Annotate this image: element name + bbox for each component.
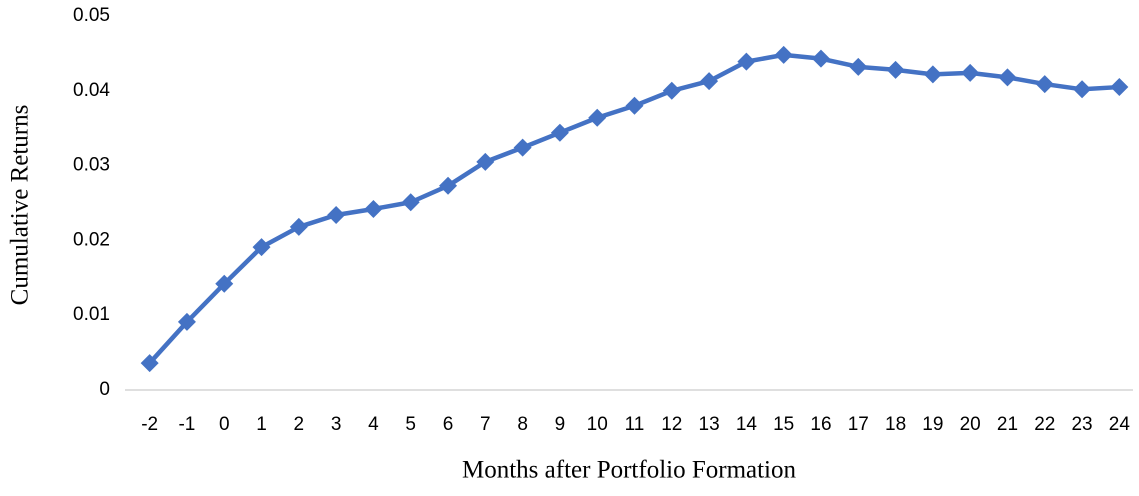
x-tick-label: 2 (294, 414, 305, 435)
y-tick-label: 0.05 (73, 5, 110, 26)
marker (327, 205, 346, 224)
x-tick-label: 18 (885, 414, 906, 435)
x-tick-label: 17 (848, 414, 869, 435)
y-axis-title: Cumulative Returns (7, 105, 34, 306)
x-tick-label: 11 (625, 414, 645, 435)
x-tick-label: 4 (368, 414, 379, 435)
x-tick-label: 3 (331, 414, 342, 435)
marker (700, 72, 719, 91)
y-tick-label: 0.02 (73, 229, 110, 250)
marker (401, 193, 420, 212)
marker (439, 176, 458, 195)
y-tick-label: 0.04 (73, 80, 110, 101)
marker (364, 199, 383, 218)
y-tick-label: 0.01 (73, 304, 110, 325)
marker (849, 57, 868, 76)
marker (252, 238, 271, 257)
x-tick-label: 0 (219, 414, 230, 435)
x-tick-label: 14 (736, 414, 758, 435)
marker (886, 60, 905, 79)
x-tick-label: 6 (443, 414, 454, 435)
x-tick-label: 22 (1034, 414, 1055, 435)
x-tick-label: 24 (1109, 414, 1131, 435)
x-tick-label: 9 (555, 414, 566, 435)
marker (662, 81, 681, 100)
x-tick-label: 20 (960, 414, 981, 435)
x-tick-label: 5 (405, 414, 416, 435)
marker (923, 65, 942, 84)
marker (961, 63, 980, 82)
marker (177, 312, 196, 331)
x-tick-label: 12 (661, 414, 682, 435)
x-tick-label: 23 (1071, 414, 1092, 435)
marker (513, 138, 532, 157)
marker (1110, 78, 1129, 97)
marker (476, 152, 495, 171)
marker (1035, 75, 1054, 94)
y-tick-label: 0 (99, 379, 110, 400)
x-axis-title: Months after Portfolio Formation (462, 457, 796, 484)
marker (588, 108, 607, 127)
marker (998, 68, 1017, 87)
marker (1073, 80, 1092, 99)
x-tick-label: -1 (178, 414, 195, 435)
x-tick-label: 16 (810, 414, 831, 435)
x-tick-label: 8 (517, 414, 528, 435)
marker (737, 52, 756, 71)
marker (625, 96, 644, 115)
x-tick-label: 10 (587, 414, 608, 435)
x-tick-label: -2 (141, 414, 158, 435)
marker (289, 217, 308, 236)
x-tick-label: 19 (922, 414, 943, 435)
marker (550, 123, 569, 142)
x-tick-label: 15 (773, 414, 794, 435)
x-tick-label: 13 (699, 414, 720, 435)
marker (140, 354, 159, 373)
y-tick-label: 0.03 (73, 155, 110, 176)
marker (215, 274, 234, 293)
marker (811, 49, 830, 68)
marker (774, 45, 793, 64)
x-tick-label: 21 (997, 414, 1018, 435)
x-tick-label: 1 (256, 414, 267, 435)
x-tick-label: 7 (480, 414, 491, 435)
